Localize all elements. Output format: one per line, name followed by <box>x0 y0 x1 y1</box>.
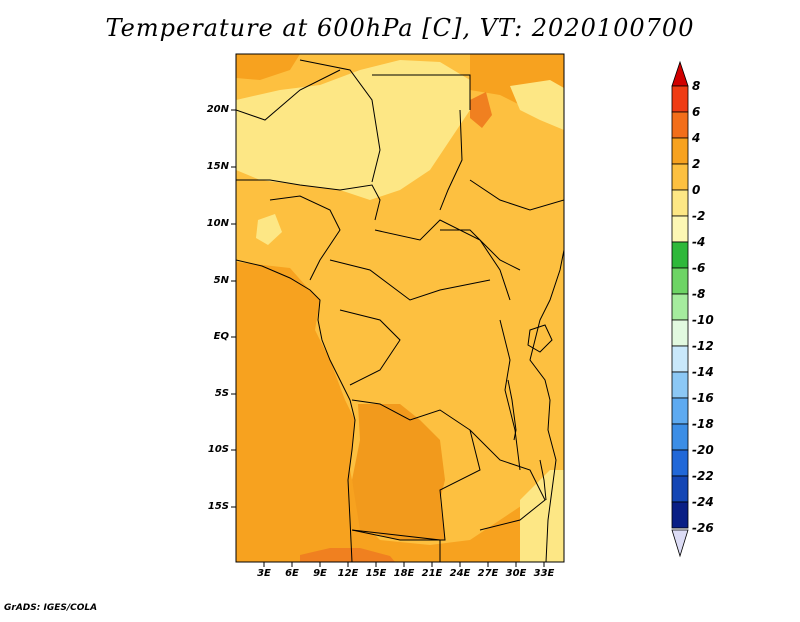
colorbar-label: 6 <box>692 105 701 119</box>
colorbar-label: -2 <box>692 209 706 223</box>
lon-label: 30E <box>505 568 527 579</box>
boundaries <box>236 59 564 562</box>
colorbar-label: -10 <box>692 313 714 327</box>
colorbar-label: -8 <box>692 287 706 301</box>
field-neg2-0-se <box>520 470 564 562</box>
lon-label: 12E <box>337 568 359 579</box>
colorbar-label: -18 <box>692 417 714 431</box>
field-4-6-red-sea <box>470 92 492 128</box>
border-chad-sudan <box>439 109 463 211</box>
field-2-4-north <box>236 54 300 80</box>
field-2-4-west <box>236 262 564 562</box>
border-car-south <box>329 259 491 301</box>
lat-label: 10N <box>206 218 229 229</box>
lon-label: 24E <box>449 568 471 579</box>
lat-label: 15S <box>207 501 229 512</box>
credit-text: GrADS: IGES/COLA <box>4 603 98 613</box>
coastline-east <box>529 249 564 562</box>
coastline-west <box>236 259 356 562</box>
border-congo <box>339 309 401 386</box>
lon-label: 27E <box>477 568 499 579</box>
border-zambia <box>469 429 546 531</box>
border-ethiopia <box>469 179 564 211</box>
lat-label: 20N <box>206 104 229 115</box>
colorbar-label: -20 <box>692 443 714 457</box>
colorbar-label: -14 <box>692 365 714 379</box>
colorbar-label: 8 <box>692 79 701 93</box>
y-ticks <box>231 109 236 508</box>
border-namibia <box>351 529 441 562</box>
lake-malawi <box>539 459 547 501</box>
border-angola <box>351 399 481 541</box>
lon-label: 33E <box>533 568 555 579</box>
border-sahel <box>236 179 381 221</box>
colorbar-label: 2 <box>692 157 701 171</box>
lon-label: 9E <box>313 568 327 579</box>
temperature-field <box>236 54 564 562</box>
lat-label: EQ <box>213 331 229 342</box>
border-niger-algeria <box>236 69 341 121</box>
colorbar-label: -6 <box>692 261 706 275</box>
field-neg2-0-patch <box>256 214 282 245</box>
colorbar-label: -22 <box>692 469 714 483</box>
colorbar-label: -16 <box>692 391 714 405</box>
colorbar-label: -12 <box>692 339 714 353</box>
border-egypt-sudan <box>372 74 471 110</box>
lon-label: 18E <box>393 568 415 579</box>
lake-victoria <box>527 324 553 353</box>
colorbar-label: -26 <box>692 521 714 535</box>
colorbar <box>671 60 689 558</box>
colorbar-label: -24 <box>692 495 714 509</box>
lon-label: 6E <box>285 568 299 579</box>
colorbar-bottom-arrow <box>671 529 689 558</box>
border-drc-east <box>499 319 521 471</box>
lon-label: 21E <box>421 568 443 579</box>
field-4-6-south <box>300 548 395 562</box>
lon-label: 3E <box>257 568 271 579</box>
border-south-sudan <box>440 229 521 271</box>
colorbar-top-arrow <box>671 60 689 87</box>
lat-label: 5S <box>214 388 229 399</box>
lat-label: 10S <box>207 444 229 455</box>
lat-label: 15N <box>206 161 229 172</box>
colorbar-label: -4 <box>692 235 706 249</box>
colorbar-label: 4 <box>692 131 701 145</box>
border-nigeria-cameroon <box>269 195 341 281</box>
lat-label: 5N <box>213 275 229 286</box>
lon-label: 15E <box>365 568 387 579</box>
lake-tanganyika <box>507 379 517 441</box>
border-libya-chad <box>299 59 381 183</box>
x-ticks <box>263 562 545 567</box>
map-frame <box>235 53 565 563</box>
field-2-4-angola <box>352 404 445 540</box>
colorbar-label: 0 <box>692 183 701 197</box>
chart-title: Temperature at 600hPa [C], VT: 202010070… <box>105 14 695 42</box>
field-neg2-0-northeast <box>510 80 564 130</box>
